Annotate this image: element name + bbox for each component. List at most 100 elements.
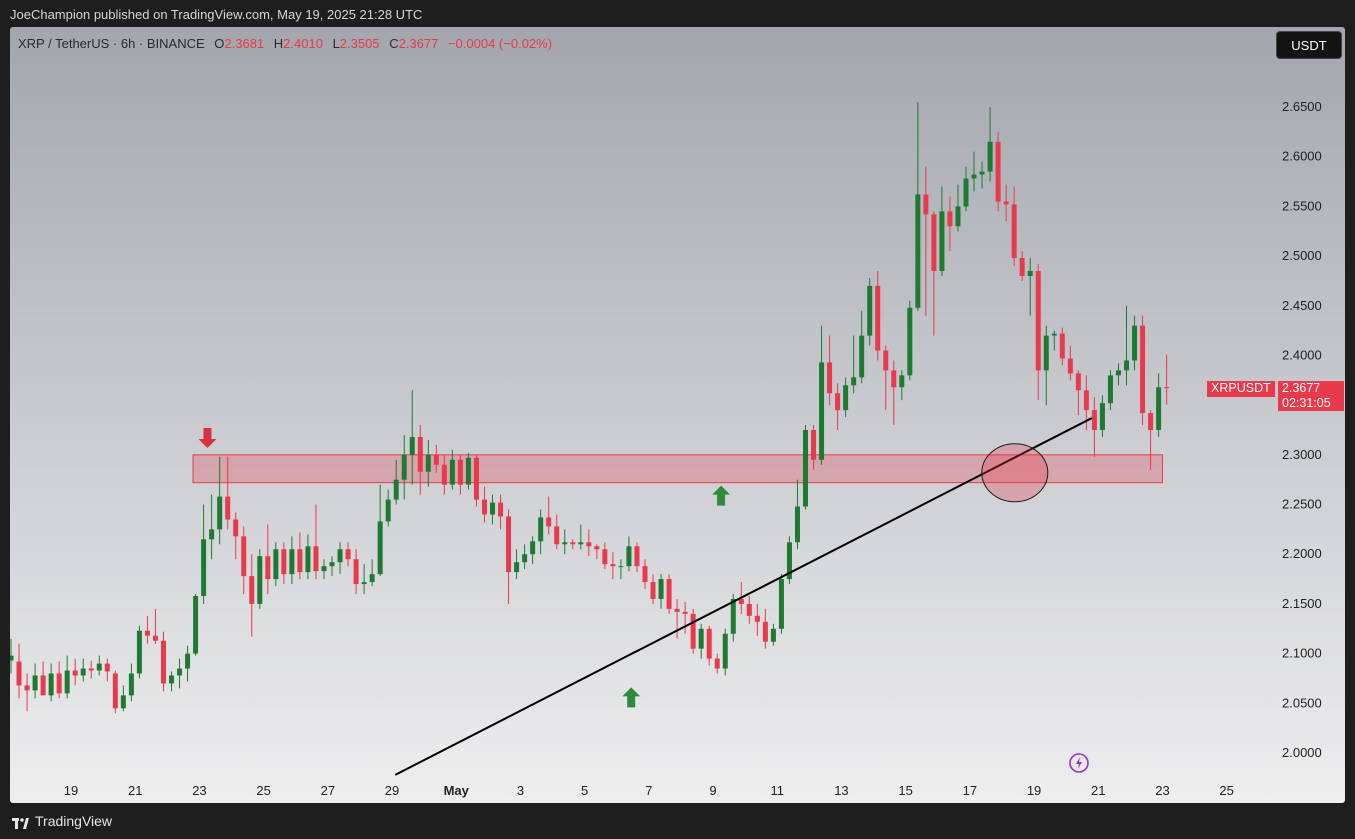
candle-body: [738, 598, 744, 604]
candle-body: [859, 335, 865, 378]
time-axis-tick: 27: [321, 783, 335, 798]
candle-body: [618, 566, 624, 568]
candle-body: [457, 459, 463, 485]
time-axis-tick: 11: [771, 783, 785, 798]
candle-body: [64, 670, 70, 694]
candle-body: [602, 549, 608, 565]
price-axis-tick: 2.1000: [1282, 646, 1322, 661]
candle-body: [843, 385, 849, 411]
open-value: 2.3681: [224, 36, 265, 51]
candle-body: [433, 454, 439, 465]
candle-body: [1027, 270, 1033, 276]
open-label: O: [214, 36, 225, 51]
candle-body: [907, 307, 913, 376]
lightning-icon[interactable]: [1069, 753, 1089, 773]
candle-body: [1083, 390, 1089, 411]
candle-body: [987, 141, 993, 172]
candle-body: [867, 285, 873, 336]
candle-body: [16, 661, 22, 686]
candle-body: [40, 675, 46, 696]
candle-body: [241, 536, 247, 577]
candle-body: [610, 564, 616, 567]
candle-body: [160, 640, 166, 684]
time-axis-tick: 19: [1027, 783, 1041, 798]
candle-body: [441, 464, 447, 485]
candle-body: [522, 554, 528, 563]
publisher-line: JoeChampion published on TradingView.com…: [10, 7, 423, 22]
candle-body: [425, 454, 431, 472]
candle-body: [706, 628, 712, 659]
candle-body: [722, 633, 728, 669]
price-axis-tick: 2.6000: [1282, 149, 1322, 164]
resistance-zone[interactable]: [192, 454, 1163, 484]
candle-body: [666, 579, 672, 609]
candle-body: [819, 362, 825, 460]
candle-body: [257, 556, 263, 604]
ticker-tag: XRPUSDT: [1207, 381, 1275, 397]
time-axis-tick: 5: [581, 783, 588, 798]
candle-body: [201, 539, 207, 596]
highlight-circle[interactable]: [981, 443, 1049, 503]
candle-body: [770, 628, 776, 642]
candle-body: [947, 211, 953, 227]
candle-body: [1035, 270, 1041, 371]
candle-body: [48, 673, 54, 696]
time-axis-tick: 23: [192, 783, 206, 798]
candle-body: [329, 562, 335, 567]
candle-body: [120, 695, 126, 709]
candle-body: [1067, 358, 1073, 374]
candle-body: [971, 174, 977, 179]
currency-button[interactable]: USDT: [1276, 31, 1342, 59]
candle-body: [682, 611, 688, 614]
candle-body: [72, 670, 78, 676]
candle-body: [827, 362, 833, 394]
candle-body: [233, 519, 239, 537]
candle-body: [96, 663, 102, 671]
candle-body: [345, 549, 351, 560]
last-price-tag: 2.3677 02:31:05: [1278, 381, 1344, 411]
arrow-up-icon[interactable]: [622, 687, 641, 708]
arrow-up-icon[interactable]: [712, 485, 731, 506]
candle-body: [209, 529, 215, 540]
candle-body: [1124, 360, 1130, 371]
candle-body: [80, 668, 86, 676]
candle-body: [594, 546, 600, 550]
time-axis-tick: 17: [963, 783, 977, 798]
time-axis-tick: 13: [834, 783, 848, 798]
trendline[interactable]: [394, 417, 1093, 776]
bar-countdown: 02:31:05: [1282, 396, 1331, 410]
candle-body: [674, 608, 680, 612]
price-axis-tick: 2.4000: [1282, 347, 1322, 362]
candle-body: [393, 479, 399, 500]
candle-body: [225, 496, 231, 520]
arrow-down-icon[interactable]: [198, 427, 217, 448]
time-axis-tick: 21: [128, 783, 142, 798]
brand-name: TradingView: [35, 813, 113, 829]
time-axis-tick: 7: [645, 783, 652, 798]
candle-body: [177, 668, 183, 676]
candle-body: [217, 496, 223, 530]
tradingview-logo-icon: [12, 816, 29, 829]
candle-body: [10, 655, 14, 661]
candle-body: [32, 675, 38, 691]
candle-body: [361, 582, 367, 585]
candle-body: [297, 549, 303, 573]
candle-body: [409, 436, 415, 455]
candle-body: [642, 566, 648, 583]
candle-body: [56, 673, 62, 694]
candle-body: [353, 559, 359, 585]
price-chart[interactable]: 2.6500 2.6000 2.5500 2.5000 2.4500 2.4000 2.35…: [10, 27, 1345, 803]
symbol-legend: XRP / TetherUS · 6h · BINANCE O2.3681 H2…: [18, 36, 552, 51]
candle-body: [490, 502, 496, 515]
time-axis-tick: 21: [1091, 783, 1105, 798]
candle-body: [955, 206, 961, 227]
candle-body: [923, 194, 929, 215]
candle-body: [1156, 387, 1162, 430]
candle-body: [979, 171, 985, 175]
chart-pane[interactable]: 2.6500 2.6000 2.5500 2.5000 2.4500 2.4000 2.35…: [10, 27, 1345, 803]
low-label: L: [332, 36, 340, 51]
candle-body: [963, 178, 969, 207]
symbol-title[interactable]: XRP / TetherUS · 6h · BINANCE: [18, 36, 205, 51]
footer-branding[interactable]: TradingView: [12, 813, 112, 829]
candle-body: [473, 457, 479, 500]
